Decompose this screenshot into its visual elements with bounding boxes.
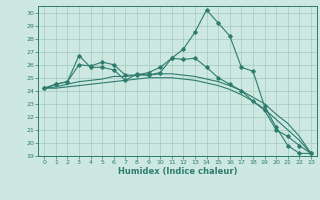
X-axis label: Humidex (Indice chaleur): Humidex (Indice chaleur): [118, 167, 237, 176]
